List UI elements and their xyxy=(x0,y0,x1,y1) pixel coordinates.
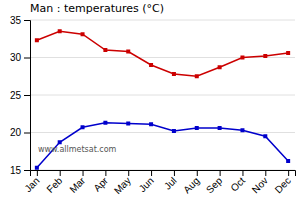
marker xyxy=(286,51,290,55)
x-tick-mark xyxy=(37,170,38,176)
marker xyxy=(263,134,267,138)
x-tick-mark xyxy=(151,170,152,176)
x-tick-mark xyxy=(242,170,243,176)
marker xyxy=(35,38,39,42)
marker xyxy=(286,159,290,163)
x-tick-mark xyxy=(83,170,84,176)
marker xyxy=(58,29,62,33)
x-tick-mark xyxy=(128,170,129,176)
y-tick: 20 xyxy=(10,127,30,138)
y-tick-label: 25 xyxy=(10,90,22,101)
marker xyxy=(195,74,199,78)
x-tick: May xyxy=(112,170,133,196)
marker xyxy=(126,122,130,126)
x-tick-label: Oct xyxy=(228,175,247,194)
x-tick: Oct xyxy=(228,170,247,194)
x-tick-label: Dec xyxy=(273,175,293,195)
y-tick-mark xyxy=(24,58,30,59)
marker xyxy=(35,166,39,170)
x-tick-mark xyxy=(265,170,266,176)
marker xyxy=(81,32,85,36)
marker xyxy=(126,50,130,54)
x-axis: JanFebMarAprMayJun JulAugSepOctNovDec xyxy=(22,170,295,196)
x-tick: Nov xyxy=(250,170,270,195)
y-tick: 30 xyxy=(10,52,30,63)
x-tick-mark xyxy=(105,170,106,176)
grid-line xyxy=(30,95,295,96)
marker xyxy=(172,129,176,133)
x-tick-mark xyxy=(174,170,175,176)
x-tick: Dec xyxy=(273,170,293,195)
y-tick-mark xyxy=(24,20,30,21)
grid xyxy=(30,20,295,170)
marker xyxy=(149,63,153,67)
line xyxy=(37,31,288,76)
y-axis: 15 20 25 30 35 xyxy=(10,15,31,176)
x-tick-mark xyxy=(197,170,198,176)
x-tick: Jan xyxy=(22,170,41,194)
marker xyxy=(103,48,107,52)
y-tick-mark xyxy=(24,170,30,171)
plot: 15 20 25 30 35 JanFebMarAprMayJun JulAugSepOct… xyxy=(10,2,296,196)
grid-line xyxy=(30,20,295,21)
x-tick-mark xyxy=(288,170,289,176)
y-tick: 25 xyxy=(10,90,30,101)
annotation: www.allmetsat.com xyxy=(38,145,117,154)
marker xyxy=(81,125,85,129)
x-tick-label: Jan xyxy=(22,175,41,194)
x-tick: Aug xyxy=(181,170,201,195)
series xyxy=(35,121,290,170)
x-tick-mark xyxy=(220,170,221,176)
marker xyxy=(172,72,176,76)
x-tick: Jul xyxy=(162,170,179,192)
x-tick: Feb xyxy=(44,170,64,195)
marker xyxy=(218,65,222,69)
y-tick-label: 35 xyxy=(10,15,22,26)
y-tick: 35 xyxy=(10,15,30,26)
x-axis-line xyxy=(31,171,296,177)
x-tick: Jun xyxy=(137,170,156,194)
x-tick: Sep xyxy=(204,170,225,195)
marker xyxy=(149,122,153,126)
x-tick: Mar xyxy=(67,170,87,195)
line xyxy=(37,123,288,168)
marker xyxy=(240,56,244,60)
marks xyxy=(35,29,290,170)
y-tick-label: 20 xyxy=(10,127,22,138)
y-axis-line xyxy=(24,21,31,171)
x-tick-label: Nov xyxy=(250,175,270,195)
marker xyxy=(195,126,199,130)
x-tick-label: Jul xyxy=(162,175,179,192)
x-tick-label: Jun xyxy=(137,175,156,194)
x-tick-label: Mar xyxy=(67,174,87,194)
y-tick-mark xyxy=(24,133,30,134)
x-tick-label: Apr xyxy=(91,174,110,193)
title: Man : temperatures (°C) xyxy=(30,2,164,15)
x-tick-label: Sep xyxy=(204,175,225,196)
marker xyxy=(58,140,62,144)
y-tick: 15 xyxy=(10,165,30,176)
y-tick-mark xyxy=(24,95,30,96)
series xyxy=(35,29,290,78)
x-tick-label: May xyxy=(112,175,133,196)
x-tick-label: Feb xyxy=(44,175,64,195)
marker xyxy=(103,121,107,125)
y-tick-label: 15 xyxy=(10,165,22,176)
marker xyxy=(263,54,267,58)
marker xyxy=(218,126,222,130)
y-tick-label: 30 xyxy=(10,52,22,63)
x-tick-mark xyxy=(60,170,61,176)
x-tick-label: Aug xyxy=(181,175,201,195)
chart: 15 20 25 30 35 JanFebMarAprMayJun JulAugSepOct… xyxy=(0,0,305,200)
x-tick: Apr xyxy=(91,170,110,194)
marker xyxy=(240,128,244,132)
